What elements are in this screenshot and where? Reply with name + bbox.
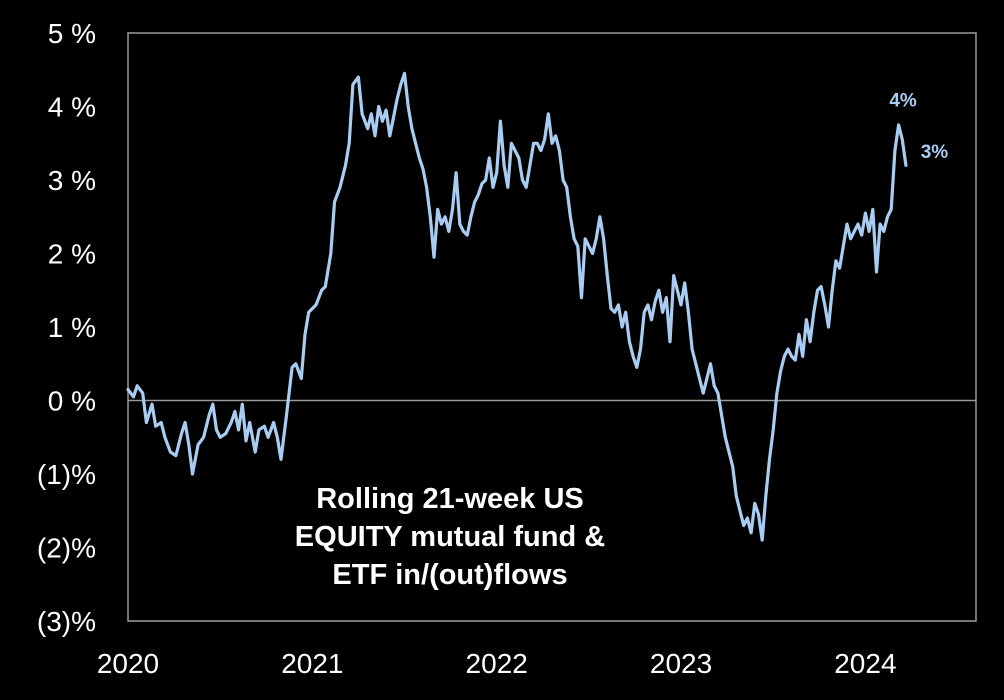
y-tick-label: (2)% — [37, 533, 96, 564]
series-line — [126, 71, 908, 542]
y-axis-ticks: 5 % 4 % 3 % 2 % 1 % 0 % (1)% (2)% (3)% — [37, 18, 96, 637]
y-tick-label: (1)% — [37, 459, 96, 490]
series-layer — [126, 71, 908, 542]
annotations-layer: 4% 3% — [889, 91, 948, 163]
y-tick-label: 0 % — [48, 386, 96, 417]
value-annotation: 4% — [889, 91, 917, 112]
x-tick-label: 2020 — [97, 648, 159, 679]
plot-border — [127, 32, 977, 622]
x-tick-label: 2023 — [650, 648, 712, 679]
y-tick-label: 4 % — [48, 92, 96, 123]
x-tick-label: 2022 — [466, 648, 528, 679]
x-tick-label: 2024 — [834, 648, 896, 679]
x-tick-label: 2021 — [281, 648, 343, 679]
y-tick-label: 2 % — [48, 239, 96, 270]
chart-title-line: ETF in/(out)flows — [332, 559, 567, 591]
x-axis-ticks: 2020 2021 2022 2023 2024 — [97, 648, 897, 679]
chart-title-line: EQUITY mutual fund & — [295, 521, 605, 553]
y-tick-label: 5 % — [48, 18, 96, 49]
y-tick-label: 1 % — [48, 312, 96, 343]
value-annotation: 3% — [921, 142, 949, 163]
y-tick-label: 3 % — [48, 165, 96, 196]
chart-title-line: Rolling 21-week US — [316, 483, 584, 515]
chart-title: Rolling 21-week US EQUITY mutual fund & ET… — [295, 483, 605, 591]
plot-frame — [127, 32, 977, 622]
y-tick-label: (3)% — [37, 606, 96, 637]
